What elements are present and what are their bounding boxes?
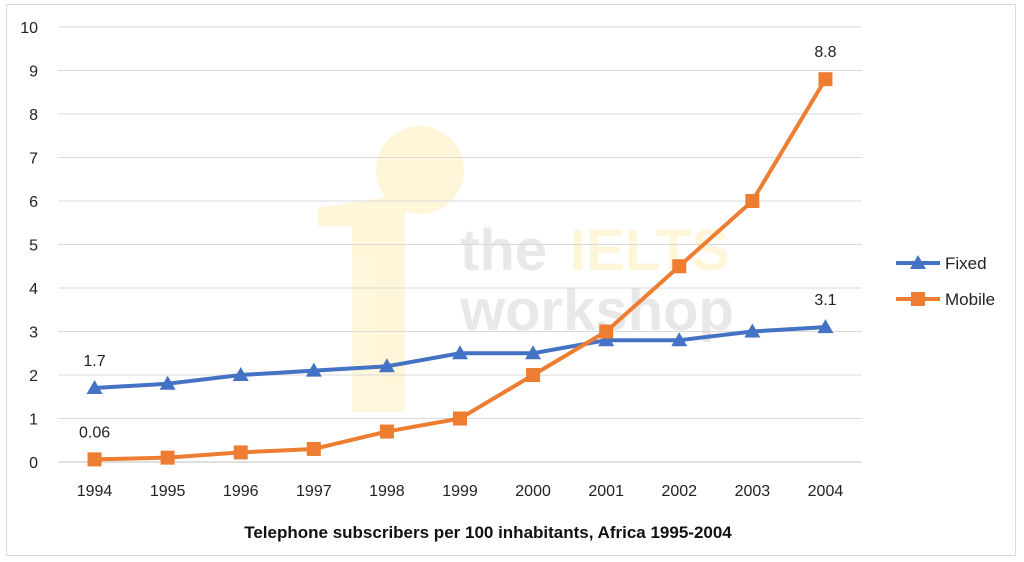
data-point-mobile [233,445,248,460]
series-fixed [86,319,834,395]
data-point-fixed [744,323,761,338]
data-point-fixed [598,332,615,347]
legend-item-mobile: Mobile [896,290,995,309]
data-point-fixed [232,367,249,381]
data-point-mobile [526,368,541,382]
y-axis-ticks: 0 1 2 3 4 5 6 7 8 9 10 [20,20,38,472]
data-point-fixed [671,332,688,347]
watermark-text-ielts: IELTS [570,218,730,283]
data-point-mobile [87,452,102,467]
data-point-mobile [672,259,687,274]
x-tick-label: 1998 [369,483,405,500]
x-tick-label: 1999 [442,483,478,500]
data-label: 1.7 [83,353,105,370]
y-tick-label: 2 [29,368,38,385]
data-point-mobile [818,72,833,87]
y-tick-label: 0 [29,455,38,472]
data-point-fixed [159,375,176,390]
data-point-fixed [305,362,322,377]
y-tick-label: 1 [29,412,38,429]
y-tick-label: 6 [29,194,38,211]
series-mobile [87,72,833,467]
data-point-mobile [379,424,394,439]
legend-label: Mobile [945,290,995,309]
series-layer [86,72,834,467]
y-tick-label: 7 [29,151,38,168]
gridlines [58,26,862,463]
watermark-logo: the IELTS workshop [318,126,734,412]
data-point-fixed [378,358,395,373]
y-tick-label: 5 [29,238,38,255]
data-point-mobile [599,324,614,339]
x-tick-label: 2000 [515,483,551,500]
data-point-fixed [86,380,103,395]
legend-marker [910,255,926,269]
data-point-fixed [452,345,468,360]
x-axis-title: Telephone subscribers per 100 inhabitant… [244,523,732,542]
legend-marker [911,292,925,306]
data-point-mobile [453,411,467,426]
legend-item-fixed: Fixed [896,254,987,273]
x-tick-label: 2001 [588,483,624,500]
data-point-mobile [745,194,760,208]
x-tick-label: 1997 [296,483,332,500]
x-tick-label: 2004 [808,483,844,500]
y-tick-label: 10 [20,20,38,37]
y-tick-label: 8 [29,107,38,124]
legend: Fixed Mobile [896,254,995,309]
watermark-text-workshop: workshop [459,278,734,343]
data-point-fixed [817,319,834,334]
chart-frame [6,4,1016,556]
data-labels: 1.7 3.1 0.06 8.8 [79,44,837,441]
y-tick-label: 9 [29,64,38,81]
watermark-text-the: the [460,218,547,283]
y-tick-label: 3 [29,325,38,342]
data-label: 3.1 [814,292,836,309]
x-tick-label: 1994 [77,483,113,500]
x-tick-label: 1995 [150,483,186,500]
y-tick-label: 4 [29,281,38,298]
data-label: 8.8 [814,44,836,61]
data-label: 0.06 [79,424,110,441]
data-point-mobile [160,450,175,465]
data-point-fixed [525,345,542,360]
x-axis-ticks: 1994 1995 1996 1997 1998 1999 2000 2001 2002 2003… [77,483,844,500]
x-tick-label: 2002 [661,483,697,500]
x-tick-label: 1996 [223,483,259,500]
x-tick-label: 2003 [735,483,771,500]
data-point-mobile [306,441,321,456]
legend-label: Fixed [945,254,987,273]
